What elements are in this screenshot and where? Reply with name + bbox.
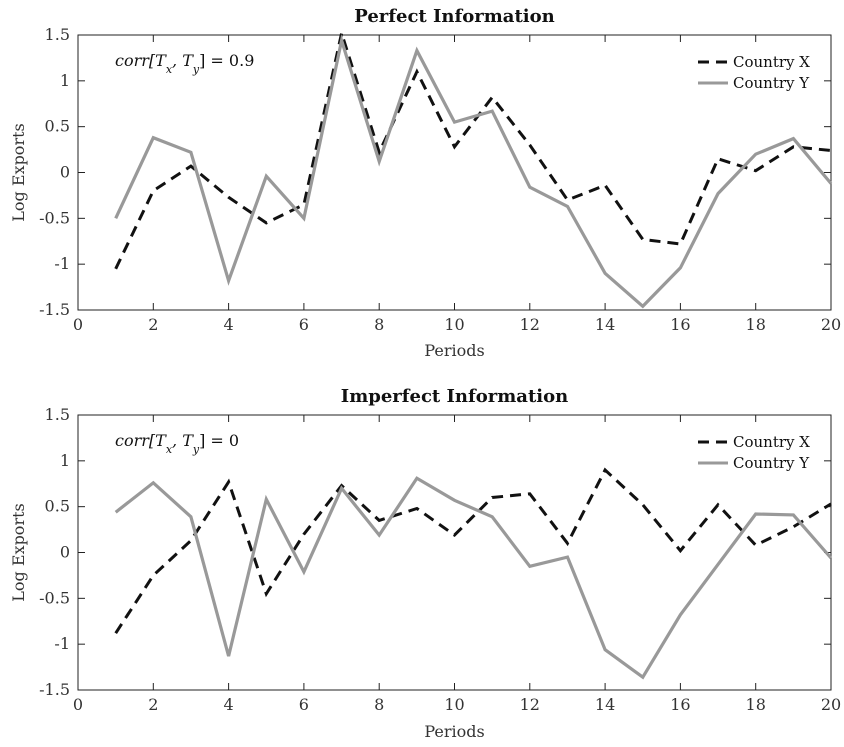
chart1-x-tick-label: 8 <box>374 315 384 334</box>
chart2-plot-frame <box>77 414 832 691</box>
chart1-x-tick-label: 16 <box>670 315 690 334</box>
chart2-x-tick-label: 20 <box>821 695 841 714</box>
chart1-title: Perfect Information <box>354 6 554 27</box>
chart2-x-axis-label: Periods <box>424 722 484 741</box>
chart1-x-tick-label: 14 <box>595 315 615 334</box>
chart2-x-tick-label: 16 <box>670 695 690 714</box>
chart1-y-tick-label: -1 <box>54 254 70 273</box>
chart2-correlation-annotation: corr[Tx, Ty] = 0 <box>115 431 239 456</box>
chart1-x-tick-label: 20 <box>821 315 841 334</box>
chart1-x-tick-label: 0 <box>73 315 83 334</box>
chart1-plot-frame <box>77 34 832 311</box>
chart1-y-tick-label: 0.5 <box>45 117 70 136</box>
chart1-x-tick-label: 12 <box>520 315 540 334</box>
chart1-x-tick-label: 18 <box>746 315 766 334</box>
chart1-correlation-annotation: corr[Tx, Ty] = 0.9 <box>115 51 254 76</box>
chart-perfect-information: Perfect Information -1.5 -1 -0.5 0 0.5 1 1.5 0 2 4… <box>9 6 841 360</box>
chart1-series-country-x-line <box>114 27 832 270</box>
chart2-series-country-y-line <box>114 476 833 680</box>
chart1-x-tick-label: 10 <box>444 315 464 334</box>
chart2-y-tick-label: 0.5 <box>45 497 70 516</box>
chart2-x-tick-label: 6 <box>299 695 309 714</box>
chart1-x-tick-label: 2 <box>148 315 158 334</box>
chart1-x-tick-label: 6 <box>299 315 309 334</box>
chart2-x-tick-label: 8 <box>374 695 384 714</box>
chart2-y-tick-label: -1 <box>54 634 70 653</box>
chart2-x-tick-label: 0 <box>73 695 83 714</box>
chart1-x-tick-label: 4 <box>224 315 234 334</box>
chart1-y-tick-label: 1 <box>60 71 70 90</box>
chart2-y-tick-label: 1.5 <box>45 405 70 424</box>
chart1-y-tick-label: -1.5 <box>39 300 70 319</box>
chart1-legend-label-country-y: Country Y <box>733 74 810 92</box>
chart2-legend-label-country-x: Country X <box>733 433 810 451</box>
chart2-x-tick-label: 18 <box>746 695 766 714</box>
chart1-y-axis-label: Log Exports <box>9 123 28 221</box>
chart2-x-tick-label: 2 <box>148 695 158 714</box>
chart2-x-tick-label: 12 <box>520 695 540 714</box>
chart2-y-tick-label: -0.5 <box>39 588 70 607</box>
chart1-y-tick-label: -0.5 <box>39 208 70 227</box>
chart2-title: Imperfect Information <box>341 386 568 407</box>
chart2-series-country-x-line <box>114 467 832 635</box>
chart2-y-tick-label: 1 <box>60 451 70 470</box>
chart2-x-tick-label: 4 <box>224 695 234 714</box>
chart2-x-tick-label: 14 <box>595 695 615 714</box>
chart2-x-tick-label: 10 <box>444 695 464 714</box>
chart1-y-tick-label: 1.5 <box>45 25 70 44</box>
chart2-y-tick-label: 0 <box>60 543 70 562</box>
chart1-legend-label-country-x: Country X <box>733 53 810 71</box>
chart1-series-country-y-line <box>114 34 833 309</box>
chart2-y-tick-label: -1.5 <box>39 680 70 699</box>
chart-imperfect-information: Imperfect Information -1.5 -1 -0.5 0 0.5 1 1.5 0… <box>9 386 841 741</box>
chart2-y-axis-label: Log Exports <box>9 503 28 601</box>
chart1-x-axis-label: Periods <box>424 341 484 360</box>
chart2-legend-label-country-y: Country Y <box>733 454 810 472</box>
chart1-y-tick-label: 0 <box>60 163 70 182</box>
